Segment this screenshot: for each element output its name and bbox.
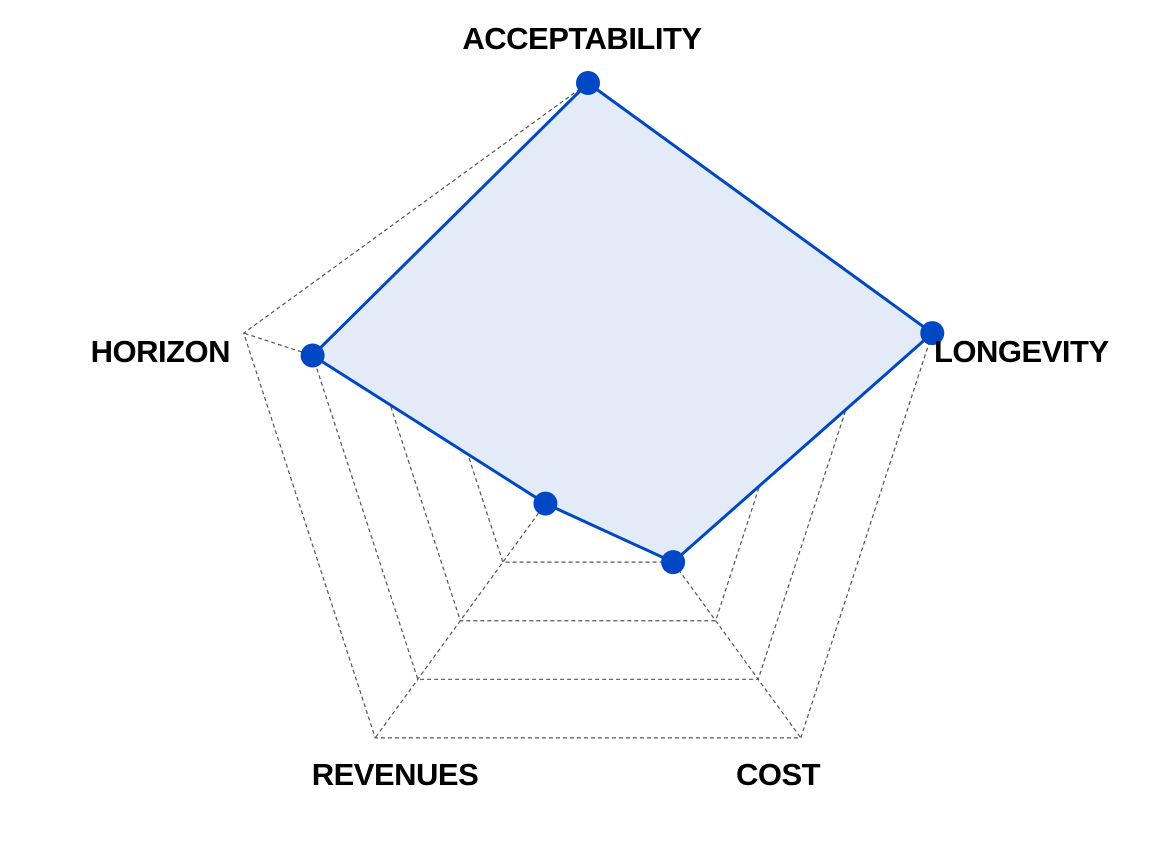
- data-point-horizon: [300, 343, 325, 368]
- data-point-revenues: [533, 491, 558, 516]
- radar-series: [300, 71, 945, 575]
- series-area: [310, 81, 935, 564]
- axis-label-horizon: HORIZON: [91, 334, 230, 369]
- data-point-acceptability: [576, 71, 600, 95]
- axis-labels: ACCEPTABILITY LONGEVITY COST REVENUES HORIZO…: [91, 21, 1110, 792]
- axis-label-cost: COST: [736, 757, 821, 792]
- spoke-revenues: [374, 444, 589, 739]
- spoke-cost: [587, 444, 802, 739]
- axis-label-revenues: REVENUES: [312, 757, 479, 792]
- spoke-horizon: [243, 332, 589, 446]
- axis-label-acceptability: ACCEPTABILITY: [462, 21, 702, 56]
- grid-ring-5: [243, 82, 933, 739]
- axis-label-longevity: LONGEVITY: [934, 334, 1109, 369]
- data-point-longevity: [920, 321, 945, 346]
- data-point-cost: [661, 550, 686, 575]
